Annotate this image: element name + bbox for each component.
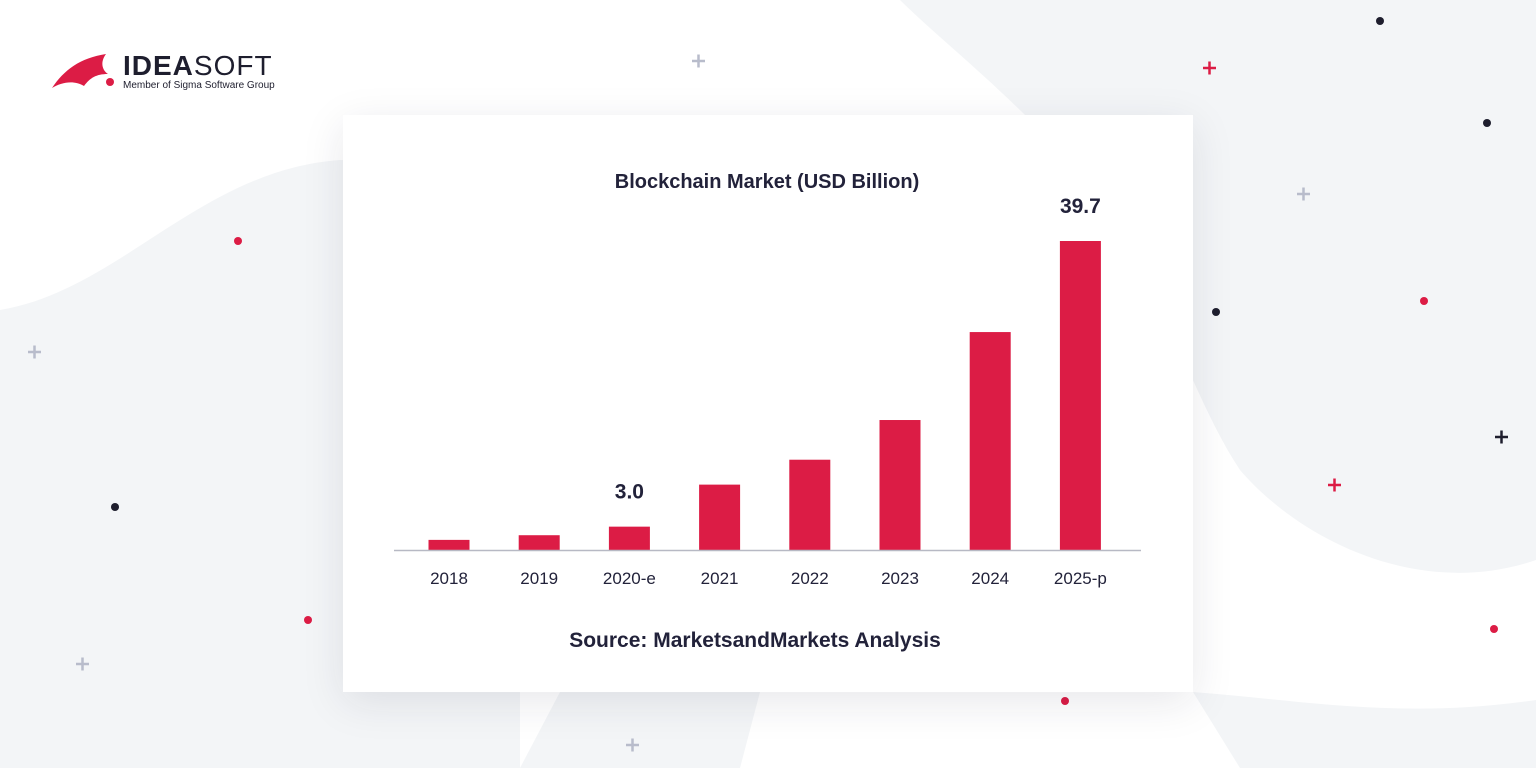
x-tick-label: 2025-p xyxy=(1054,569,1107,588)
data-label: 39.7 xyxy=(1060,195,1101,218)
bar-2025-p xyxy=(1059,241,1101,550)
chart-title: Blockchain Market (USD Billion) xyxy=(615,171,920,193)
x-tick-label: 2021 xyxy=(701,569,739,588)
brand-name: IDEASOFT xyxy=(123,50,273,81)
bar-2018 xyxy=(428,539,470,550)
ideasoft-logo-icon xyxy=(52,54,114,88)
chart-source: Source: MarketsandMarkets Analysis xyxy=(569,629,941,652)
x-tick-label: 2019 xyxy=(520,569,558,588)
decor-dots xyxy=(111,17,1498,705)
bar-2021 xyxy=(699,484,741,550)
x-tick-label: 2022 xyxy=(791,569,829,588)
bar-2020-e xyxy=(608,526,650,550)
data-label: 3.0 xyxy=(615,481,644,504)
bar-2023 xyxy=(879,420,921,550)
x-tick-label: 2018 xyxy=(430,569,468,588)
x-tick-label: 2020-e xyxy=(603,569,656,588)
decor-plus xyxy=(28,54,1508,752)
bar-2019 xyxy=(518,535,560,550)
bar-2022 xyxy=(789,459,831,550)
bar-2024 xyxy=(969,332,1011,550)
chart-card: Blockchain Market (USD Billion) 2018 2019… xyxy=(343,115,1193,692)
brand-tagline: Member of Sigma Software Group xyxy=(123,80,275,91)
bar-chart: Blockchain Market (USD Billion) 2018 2019… xyxy=(394,171,1141,652)
x-tick-label: 2024 xyxy=(971,569,1009,588)
x-tick-label: 2023 xyxy=(881,569,919,588)
